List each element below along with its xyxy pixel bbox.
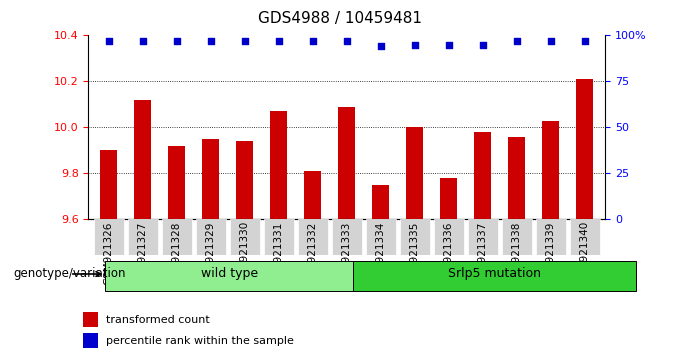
Bar	[169, 146, 185, 219]
Bar	[135, 100, 151, 219]
Point	[341, 38, 352, 44]
Text: GSM921340: GSM921340	[580, 221, 590, 285]
Point	[205, 38, 216, 44]
Point	[545, 38, 556, 44]
Text: GSM921327: GSM921327	[138, 221, 148, 285]
FancyBboxPatch shape	[94, 219, 124, 255]
Bar	[83, 333, 98, 348]
Bar	[475, 132, 491, 219]
Point	[375, 44, 386, 49]
Text: genotype/variation: genotype/variation	[14, 268, 126, 280]
Point	[103, 38, 114, 44]
Bar	[203, 139, 219, 219]
Bar	[339, 107, 355, 219]
Text: GSM921333: GSM921333	[342, 221, 352, 285]
Text: GSM921326: GSM921326	[104, 221, 114, 285]
Text: GSM921328: GSM921328	[172, 221, 182, 285]
FancyBboxPatch shape	[332, 219, 362, 255]
Text: GSM921336: GSM921336	[444, 221, 454, 285]
FancyBboxPatch shape	[128, 219, 158, 255]
Text: GSM921332: GSM921332	[308, 221, 318, 285]
FancyBboxPatch shape	[400, 219, 430, 255]
FancyBboxPatch shape	[502, 219, 532, 255]
Bar	[576, 79, 593, 219]
FancyBboxPatch shape	[298, 219, 328, 255]
Text: GSM921339: GSM921339	[546, 221, 556, 285]
Text: wild type: wild type	[201, 268, 258, 280]
Bar	[373, 185, 389, 219]
FancyBboxPatch shape	[196, 219, 226, 255]
Text: GDS4988 / 10459481: GDS4988 / 10459481	[258, 11, 422, 25]
Point	[443, 42, 454, 47]
Bar	[271, 111, 287, 219]
Bar	[407, 127, 423, 219]
FancyBboxPatch shape	[468, 219, 498, 255]
Text: transformed count: transformed count	[106, 315, 210, 325]
Text: GSM921330: GSM921330	[240, 221, 250, 285]
Bar	[101, 150, 118, 219]
Point	[171, 38, 182, 44]
Point	[137, 38, 148, 44]
FancyBboxPatch shape	[105, 261, 353, 291]
FancyBboxPatch shape	[162, 219, 192, 255]
FancyBboxPatch shape	[353, 261, 636, 291]
FancyBboxPatch shape	[264, 219, 294, 255]
Bar	[509, 137, 525, 219]
FancyBboxPatch shape	[536, 219, 566, 255]
Point	[477, 42, 488, 47]
Text: GSM921329: GSM921329	[206, 221, 216, 285]
FancyBboxPatch shape	[230, 219, 260, 255]
FancyBboxPatch shape	[366, 219, 396, 255]
Point	[409, 42, 420, 47]
Bar	[542, 121, 559, 219]
Text: GSM921331: GSM921331	[274, 221, 284, 285]
Point	[273, 38, 284, 44]
Text: percentile rank within the sample: percentile rank within the sample	[106, 336, 294, 346]
Point	[579, 38, 590, 44]
Point	[307, 38, 318, 44]
Text: GSM921337: GSM921337	[478, 221, 488, 285]
Text: Srlp5 mutation: Srlp5 mutation	[448, 268, 541, 280]
Bar	[237, 141, 253, 219]
Point	[511, 38, 522, 44]
Text: GSM921338: GSM921338	[512, 221, 522, 285]
FancyBboxPatch shape	[570, 219, 600, 255]
FancyBboxPatch shape	[434, 219, 464, 255]
Bar	[305, 171, 322, 219]
Text: GSM921335: GSM921335	[410, 221, 420, 285]
Text: GSM921334: GSM921334	[376, 221, 386, 285]
Bar	[441, 178, 457, 219]
Point	[239, 38, 250, 44]
Bar	[83, 312, 98, 327]
